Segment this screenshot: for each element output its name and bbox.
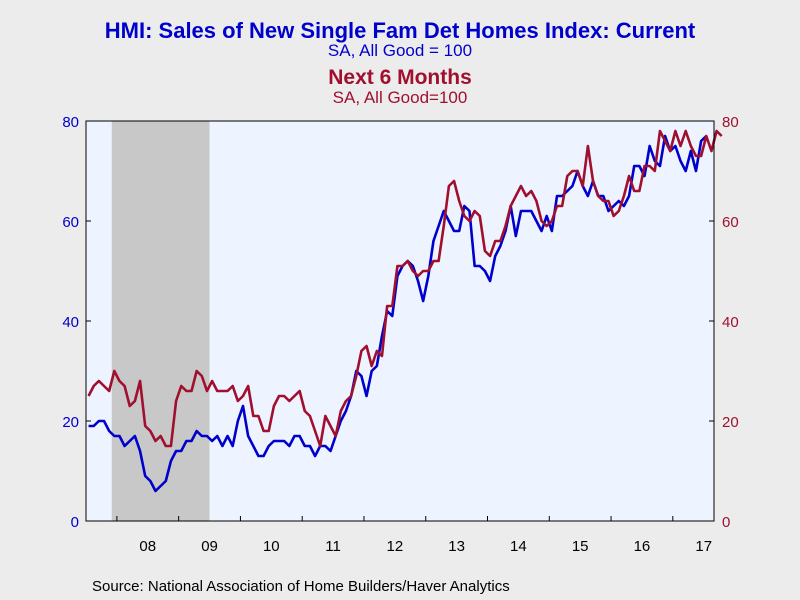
x-tick-label: 08: [139, 538, 156, 555]
chart-subtitle-current: SA, All Good = 100: [327, 41, 473, 60]
y-right-tick-label: 40: [722, 314, 739, 331]
y-right-tick-label: 0: [722, 514, 730, 531]
y-left-tick-label: 80: [62, 114, 79, 131]
chart-title: HMI: Sales of New Single Fam Det Homes I…: [104, 18, 696, 43]
x-tick-label: 14: [510, 538, 527, 555]
y-right-tick-label: 80: [722, 114, 739, 131]
y-left-tick-label: 20: [62, 414, 79, 431]
series-line-next6: [87, 129, 723, 448]
y-left-tick-label: 40: [62, 314, 79, 331]
chart-subtitle-next6: SA, All Good=100: [332, 88, 468, 107]
x-tick-label: 09: [201, 538, 218, 555]
y-left-tick-label: 0: [71, 514, 79, 531]
x-tick-label: 16: [634, 538, 651, 555]
x-tick-label: 11: [325, 538, 341, 555]
y-right-tick-label: 20: [722, 414, 739, 431]
x-tick-label: 12: [387, 538, 404, 555]
x-tick-label: 10: [263, 538, 280, 555]
y-right-tick-label: 60: [722, 214, 739, 231]
recession-shading: [111, 121, 210, 521]
x-tick-label: 15: [572, 538, 589, 555]
y-left-tick-label: 60: [62, 214, 79, 231]
x-tick-label: 17: [695, 538, 712, 555]
x-tick-label: 13: [448, 538, 465, 555]
source-note: Source: National Association of Home Bui…: [92, 578, 510, 595]
chart-title-next6: Next 6 Months: [328, 66, 472, 89]
